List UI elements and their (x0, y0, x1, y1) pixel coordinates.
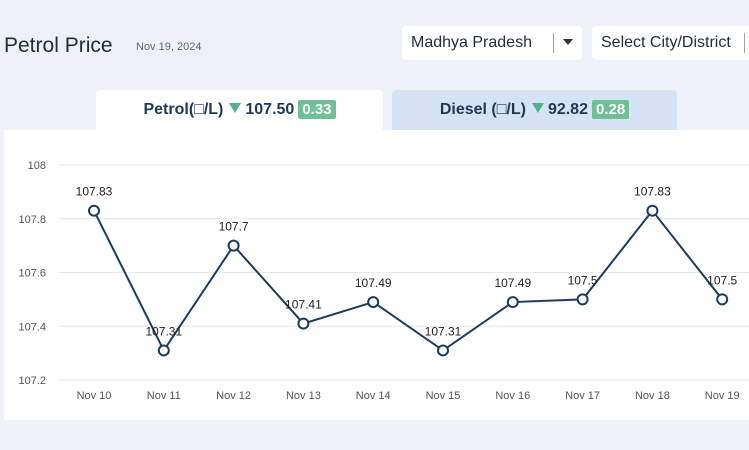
y-tick-label: 107.6 (18, 268, 46, 280)
data-label: 107.5 (568, 273, 598, 287)
x-tick-label: Nov 11 (147, 390, 181, 402)
data-label: 107.7 (219, 220, 249, 234)
data-point (716, 293, 729, 306)
state-select[interactable]: Madhya Pradesh (402, 26, 582, 60)
city-select[interactable]: Select City/District (592, 26, 749, 60)
data-point (88, 204, 100, 217)
state-select-value: Madhya Pradesh (411, 34, 532, 51)
tab-petrol-price: 107.50 (245, 101, 295, 118)
data-point (646, 204, 659, 217)
data-point (506, 296, 519, 309)
tab-petrol[interactable]: Petrol(□/L) 107.50 0.33 (96, 90, 383, 130)
chart-panel: 108 107.8 107.6 107.4 107.2 Nov 10 Nov 11 Nov 1… (4, 130, 749, 420)
price-line-chart: 108 107.8 107.6 107.4 107.2 Nov 10 Nov 11 Nov 1… (18, 160, 749, 402)
data-label: 107.31 (145, 324, 182, 338)
tab-diesel-price: 92.82 (547, 101, 588, 118)
x-tick-label: Nov 12 (216, 390, 251, 402)
tab-diesel-label: Diesel (□/L) (439, 101, 526, 118)
data-label: 107.83 (76, 185, 113, 199)
date-label: Nov 19, 2024 (136, 41, 202, 53)
city-select-value: Select City/District (601, 34, 731, 51)
x-tick-label: Nov 16 (495, 390, 530, 402)
y-tick-label: 108 (28, 160, 46, 172)
y-tick-label: 107.2 (18, 375, 46, 387)
data-label: 107.83 (634, 185, 671, 199)
down-arrow-icon (229, 103, 242, 113)
page-title: Petrol Price (4, 34, 113, 57)
x-tick-label: Nov 13 (286, 390, 321, 402)
x-tick-label: Nov 14 (356, 390, 391, 402)
x-tick-label: Nov 10 (77, 390, 112, 402)
data-point (227, 239, 240, 252)
chevron-down-icon[interactable] (563, 39, 573, 45)
x-tick-label: Nov 19 (705, 390, 740, 402)
data-label: 107.49 (494, 276, 531, 290)
down-arrow-icon (531, 103, 544, 113)
data-point (437, 344, 449, 357)
data-point (157, 344, 170, 357)
data-label: 107.49 (355, 276, 392, 290)
x-tick-label: Nov 15 (426, 390, 461, 402)
select-divider (744, 33, 745, 53)
x-tick-label: Nov 17 (565, 390, 600, 402)
tab-petrol-label: Petrol(□/L) (143, 101, 224, 118)
tab-diesel[interactable]: Diesel (□/L) 92.82 0.28 (392, 90, 677, 130)
series-line (93, 209, 723, 353)
data-point (367, 296, 380, 309)
data-label: 107.41 (285, 298, 322, 312)
x-tick-label: Nov 18 (635, 390, 670, 402)
data-label: 107.5 (707, 273, 737, 287)
data-label: 107.31 (425, 324, 462, 338)
y-tick-label: 107.4 (18, 321, 46, 333)
diesel-change-badge: 0.28 (591, 100, 630, 119)
data-point (297, 317, 310, 330)
y-tick-label: 107.8 (18, 214, 46, 226)
data-point (576, 293, 589, 306)
select-divider (553, 33, 554, 53)
petrol-change-badge: 0.33 (298, 100, 336, 119)
